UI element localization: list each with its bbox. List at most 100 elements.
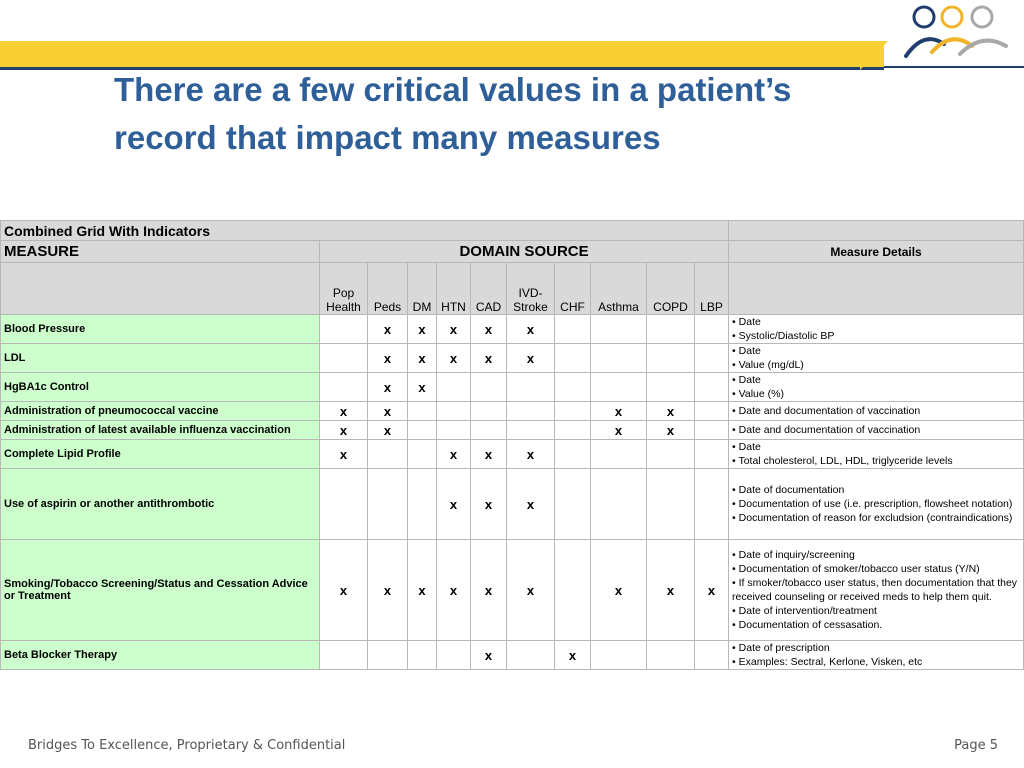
domain-mark — [693, 468, 730, 540]
domain-mark: x — [470, 343, 507, 373]
domain-mark — [693, 640, 730, 670]
domain-mark: x — [646, 539, 695, 641]
measure-details: • Date and documentation of vaccination — [728, 401, 1024, 421]
domain-mark: x — [436, 539, 471, 641]
domain-mark: x — [590, 539, 647, 641]
domain-mark — [590, 439, 647, 469]
domain-mark — [367, 439, 408, 469]
domain-mark: x — [470, 640, 507, 670]
detail-line: • Documentation of smoker/tobacco user s… — [732, 563, 980, 575]
domain-mark — [436, 401, 471, 421]
domain-mark: x — [590, 401, 647, 421]
domain-mark: x — [407, 372, 437, 402]
measure-details: • Date and documentation of vaccination — [728, 420, 1024, 440]
measure-details: • Date of inquiry/screening • Documentati… — [728, 539, 1024, 641]
domain-mark: x — [367, 401, 408, 421]
measure-name: Blood Pressure — [0, 314, 320, 344]
combined-grid: Combined Grid With Indicators MEASURE DO… — [0, 220, 1024, 675]
domain-mark — [407, 420, 437, 440]
measure-name: Administration of latest available influ… — [0, 420, 320, 440]
domain-mark — [436, 372, 471, 402]
details-header-blank — [728, 262, 1024, 315]
domain-mark — [554, 439, 591, 469]
domain-mark: x — [367, 343, 408, 373]
domain-mark — [319, 468, 368, 540]
header-banner-tip — [860, 41, 888, 70]
detail-line: • Date of documentation — [732, 484, 845, 496]
domain-mark: x — [367, 539, 408, 641]
domain-header-cell: DM — [407, 262, 437, 315]
measure-name: Beta Blocker Therapy — [0, 640, 320, 670]
domain-mark: x — [470, 439, 507, 469]
domain-mark — [693, 420, 730, 440]
domain-mark — [407, 468, 437, 540]
detail-line: • Documentation of cessasation. — [732, 619, 883, 631]
domain-header-row: Pop Health Peds DM HTN CAD IVD- Stroke CHF Asth… — [0, 262, 1024, 315]
domain-mark: x — [319, 420, 368, 440]
table-row: Smoking/Tobacco Screening/Status and Ces… — [0, 539, 1024, 641]
section-header-row: MEASURE DOMAIN SOURCE Measure Details — [0, 240, 1024, 263]
domain-mark: x — [646, 401, 695, 421]
domain-mark: x — [407, 314, 437, 344]
domain-header-cell: COPD — [646, 262, 695, 315]
domain-mark — [367, 468, 408, 540]
domain-header-cell: Pop Health — [319, 262, 368, 315]
domain-mark: x — [407, 343, 437, 373]
domain-mark — [693, 439, 730, 469]
domain-mark — [470, 372, 507, 402]
detail-line: • Date — [732, 374, 761, 386]
domain-mark — [554, 539, 591, 641]
detail-line: • Total cholesterol, LDL, HDL, triglycer… — [732, 455, 953, 467]
domain-mark: x — [319, 539, 368, 641]
caption-row: Combined Grid With Indicators — [0, 220, 1024, 241]
domain-header-cell: Peds — [367, 262, 408, 315]
detail-line: • Date — [732, 345, 761, 357]
domain-mark: x — [319, 401, 368, 421]
domain-mark: x — [319, 439, 368, 469]
domain-mark — [554, 314, 591, 344]
domain-mark — [407, 439, 437, 469]
domain-mark: x — [436, 468, 471, 540]
domain-mark — [319, 640, 368, 670]
domain-source-header: DOMAIN SOURCE — [318, 240, 730, 263]
domain-mark: x — [407, 539, 437, 641]
table-row: Administration of latest available influ… — [0, 420, 1024, 440]
domain-header-cell: Asthma — [590, 262, 647, 315]
detail-line: • Value (%) — [732, 388, 784, 400]
measure-details: • Date • Value (%) — [728, 372, 1024, 402]
domain-mark: x — [367, 314, 408, 344]
detail-line: • Documentation of reason for excludsion… — [732, 512, 1013, 524]
detail-line: • Date of prescription — [732, 642, 830, 654]
domain-mark — [319, 314, 368, 344]
domain-mark: x — [367, 420, 408, 440]
detail-line: • Value (mg/dL) — [732, 359, 804, 371]
table-row: Use of aspirin or another antithrombotic… — [0, 468, 1024, 540]
domain-mark: x — [506, 314, 555, 344]
detail-line: • Examples: Sectral, Kerlone, Visken, et… — [732, 656, 923, 668]
domain-mark — [590, 314, 647, 344]
measure-details: • Date of documentation • Documentation o… — [728, 468, 1024, 540]
table-row: Blood Pressure x x x x x • Date • Systolic/Dias… — [0, 314, 1024, 344]
detail-line: • If smoker/tobacco user status, then do… — [732, 577, 1018, 603]
domain-mark: x — [436, 314, 471, 344]
domain-mark: x — [693, 539, 730, 641]
detail-line: • Date — [732, 441, 761, 453]
domain-mark: x — [470, 539, 507, 641]
grid-caption: Combined Grid With Indicators — [0, 220, 730, 241]
domain-mark — [554, 468, 591, 540]
domain-mark — [646, 314, 695, 344]
domain-mark — [646, 372, 695, 402]
domain-mark — [367, 640, 408, 670]
domain-mark — [646, 439, 695, 469]
domain-mark — [554, 420, 591, 440]
domain-header-cell: LBP — [693, 262, 730, 315]
domain-mark: x — [470, 468, 507, 540]
domain-mark — [646, 343, 695, 373]
measure-details: • Date • Systolic/Diastolic BP — [728, 314, 1024, 344]
domain-mark: x — [470, 314, 507, 344]
caption-blank — [728, 220, 1024, 241]
domain-mark — [693, 314, 730, 344]
domain-mark — [554, 372, 591, 402]
domain-header-cell: CHF — [554, 262, 591, 315]
domain-mark: x — [506, 539, 555, 641]
